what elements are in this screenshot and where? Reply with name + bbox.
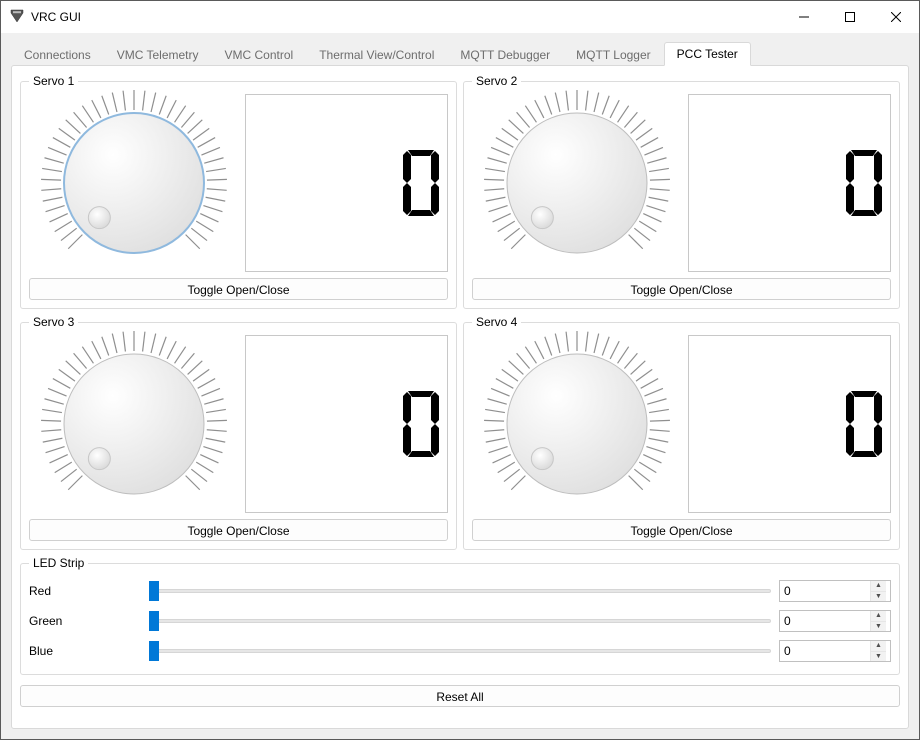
minimize-button[interactable] xyxy=(781,1,827,33)
tab-bar: ConnectionsVMC TelemetryVMC ControlTherm… xyxy=(11,41,909,65)
led-strip-title: LED Strip xyxy=(29,556,88,570)
spin-up-icon[interactable]: ▲ xyxy=(871,581,886,592)
maximize-button[interactable] xyxy=(827,1,873,33)
tab-connections[interactable]: Connections xyxy=(11,43,104,66)
reset-all-button[interactable]: Reset All xyxy=(20,685,900,707)
led-blue-input[interactable] xyxy=(780,641,870,661)
led-green-spinbox[interactable]: ▲ ▼ xyxy=(779,610,891,632)
servo-4-group: Servo 4 Toggle Open/Close xyxy=(463,315,900,550)
servo-1-dial[interactable] xyxy=(29,94,239,272)
tab-pcc-tester[interactable]: PCC Tester xyxy=(664,42,751,66)
servo-4-dial[interactable] xyxy=(472,335,682,513)
window-title: VRC GUI xyxy=(31,10,781,24)
spin-down-icon[interactable]: ▼ xyxy=(871,592,886,602)
servo-2-lcd xyxy=(688,94,891,272)
servo-grid: Servo 1 Toggle Open/Close Servo 2 T xyxy=(20,74,900,550)
servo-3-group: Servo 3 Toggle Open/Close xyxy=(20,315,457,550)
servo-3-dial[interactable] xyxy=(29,335,239,513)
led-red-slider[interactable] xyxy=(149,581,771,601)
window-buttons xyxy=(781,1,919,33)
spin-up-icon[interactable]: ▲ xyxy=(871,641,886,652)
app-window: VRC GUI ConnectionsVMC TelemetryVMC Cont… xyxy=(0,0,920,740)
servo-4-lcd xyxy=(688,335,891,513)
titlebar: VRC GUI xyxy=(1,1,919,33)
spin-down-icon[interactable]: ▼ xyxy=(871,622,886,632)
led-blue-label: Blue xyxy=(29,644,149,658)
led-red-input[interactable] xyxy=(780,581,870,601)
servo-2-dial[interactable] xyxy=(472,94,682,272)
app-icon xyxy=(9,9,25,25)
led-green-slider[interactable] xyxy=(149,611,771,631)
tab-vmc-telemetry[interactable]: VMC Telemetry xyxy=(104,43,212,66)
led-green-input[interactable] xyxy=(780,611,870,631)
servo-1-lcd xyxy=(245,94,448,272)
tab-mqtt-debugger[interactable]: MQTT Debugger xyxy=(447,43,563,66)
close-button[interactable] xyxy=(873,1,919,33)
led-strip-group: LED Strip Red ▲ ▼ Green ▲ ▼ Blue ▲ ▼ xyxy=(20,556,900,675)
led-blue-slider[interactable] xyxy=(149,641,771,661)
led-blue-spinbox[interactable]: ▲ ▼ xyxy=(779,640,891,662)
spin-up-icon[interactable]: ▲ xyxy=(871,611,886,622)
client-area: ConnectionsVMC TelemetryVMC ControlTherm… xyxy=(1,33,919,739)
led-body: Red ▲ ▼ Green ▲ ▼ Blue ▲ ▼ xyxy=(29,576,891,666)
led-red-spinbox[interactable]: ▲ ▼ xyxy=(779,580,891,602)
tab-mqtt-logger[interactable]: MQTT Logger xyxy=(563,43,663,66)
spin-down-icon[interactable]: ▼ xyxy=(871,652,886,662)
led-red-label: Red xyxy=(29,584,149,598)
led-green-label: Green xyxy=(29,614,149,628)
tab-vmc-control[interactable]: VMC Control xyxy=(212,43,307,66)
servo-2-group: Servo 2 Toggle Open/Close xyxy=(463,74,900,309)
tab-thermal-view-control[interactable]: Thermal View/Control xyxy=(306,43,447,66)
tab-page-pcc-tester: Servo 1 Toggle Open/Close Servo 2 T xyxy=(11,65,909,729)
servo-1-group: Servo 1 Toggle Open/Close xyxy=(20,74,457,309)
servo-3-lcd xyxy=(245,335,448,513)
